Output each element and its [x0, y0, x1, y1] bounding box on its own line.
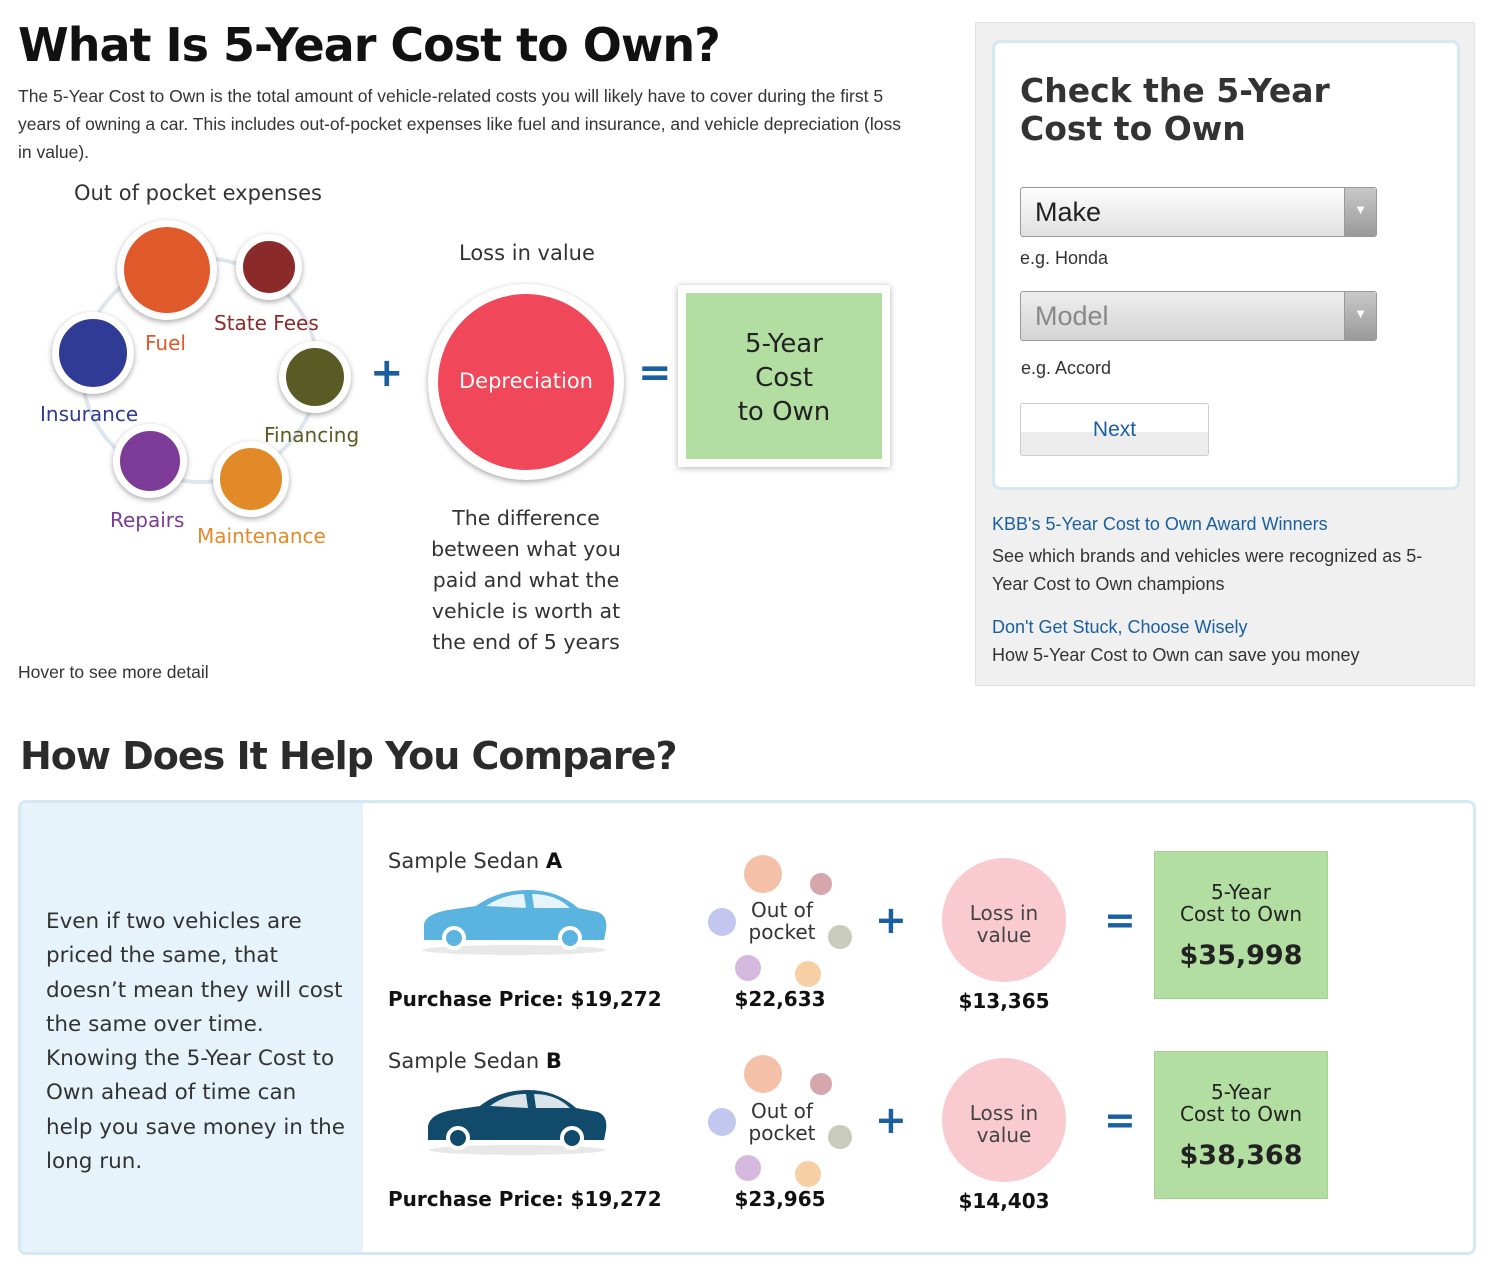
sedan-a-out-label: Out of pocket: [748, 898, 816, 944]
choose-wisely-link[interactable]: Don't Get Stuck, Choose Wisely: [992, 617, 1248, 637]
intro-description: The 5-Year Cost to Own is the total amou…: [18, 86, 901, 162]
depreciation-circle[interactable]: [428, 284, 624, 480]
sedan-a-plus: +: [875, 898, 907, 942]
sedan-a-bubble-2: [810, 873, 832, 895]
sedan-b-bubble-1: [744, 1055, 782, 1093]
sedan-a-letter: A: [545, 849, 563, 873]
sedan-a-loss-label: Loss in value: [969, 901, 1039, 947]
sedan-b-loss-label: Loss in value: [969, 1101, 1039, 1147]
insurance-circle[interactable]: [52, 312, 134, 394]
out-of-pocket-heading: Out of pocket expenses: [74, 181, 322, 205]
sedan-b-bubble-5: [735, 1155, 761, 1181]
sedan-b-out-label: Out of pocket: [748, 1099, 816, 1145]
make-select[interactable]: Make ▼: [1020, 187, 1377, 237]
compare-left-panel: [21, 803, 363, 1252]
sedan-b-loss-circle: [942, 1058, 1066, 1182]
sedan-a-price: Purchase Price: $19,272: [388, 987, 662, 1011]
sedan-b-name-text: Sample Sedan: [388, 1049, 546, 1073]
model-select[interactable]: Model ▼: [1020, 291, 1377, 341]
insurance-label: Insurance: [40, 402, 139, 426]
financing-circle[interactable]: [279, 341, 351, 413]
state-fees-circle[interactable]: [236, 234, 302, 300]
cost-check-card: [992, 40, 1460, 490]
sedan-a-bubble-3: [828, 925, 852, 949]
sedan-b-letter: B: [545, 1049, 562, 1073]
sedan-b-bubble-6: [708, 1108, 736, 1136]
sedan-a-loss-value: $13,365: [958, 989, 1050, 1013]
sedan-a-name-text: Sample Sedan: [388, 849, 546, 873]
state-fees-label: State Fees: [214, 311, 319, 335]
sedan-b-out-value: $23,965: [734, 1187, 826, 1211]
sedan-a-result-label: 5-Year Cost to Own: [1179, 880, 1303, 926]
sedan-a-bubble-1: [744, 855, 782, 893]
depreciation-label: Depreciation: [459, 369, 593, 393]
sedan-b-result-label: 5-Year Cost to Own: [1179, 1080, 1303, 1126]
sedan-a-name: Sample Sedan A: [388, 849, 562, 873]
sedan-a-equals: =: [1104, 898, 1136, 942]
sedan-b-price: Purchase Price: $19,272: [388, 1187, 662, 1211]
next-button[interactable]: Next: [1020, 403, 1209, 456]
plus-sign: +: [370, 350, 404, 396]
loss-in-value-heading: Loss in value: [459, 241, 595, 265]
equals-sign: =: [638, 350, 672, 396]
sedan-b-loss-value: $14,403: [958, 1189, 1050, 1213]
compare-title: How Does It Help You Compare?: [20, 734, 677, 778]
sedan-a-bubble-6: [708, 908, 736, 936]
award-winners-link[interactable]: KBB's 5-Year Cost to Own Award Winners: [992, 514, 1328, 534]
chevron-down-icon: ▼: [1344, 292, 1376, 340]
sedan-b-plus: +: [875, 1098, 907, 1142]
sedan-b-bubble-4: [795, 1161, 821, 1187]
sedan-b-name: Sample Sedan B: [388, 1049, 562, 1073]
sedan-b-car-icon: [428, 1090, 607, 1155]
sedan-b-result-box: [1154, 1051, 1328, 1199]
award-winners-desc: See which brands and vehicles were recog…: [992, 546, 1423, 594]
financing-label: Financing: [264, 423, 360, 447]
maintenance-circle[interactable]: [213, 441, 289, 517]
choose-wisely-desc: How 5-Year Cost to Own can save you mone…: [992, 645, 1360, 665]
fuel-label: Fuel: [145, 331, 186, 355]
sedan-a-loss-circle: [942, 858, 1066, 982]
sedan-b-equals: =: [1104, 1098, 1136, 1142]
chevron-down-icon: ▼: [1344, 188, 1376, 236]
repairs-label: Repairs: [110, 508, 185, 532]
fuel-circle[interactable]: [117, 220, 217, 320]
depreciation-note: The difference between what you paid and…: [431, 506, 621, 654]
sedan-a-car-icon: [422, 890, 607, 955]
model-hint: e.g. Accord: [1021, 358, 1112, 378]
model-select-value: Model: [1035, 301, 1109, 331]
sedan-b-total: $38,368: [1179, 1140, 1303, 1171]
cost-check-title: Check the 5-Year Cost to Own: [1020, 71, 1330, 148]
sedan-b-bubble-2: [810, 1073, 832, 1095]
sedan-a-total: $35,998: [1179, 940, 1303, 971]
make-hint: e.g. Honda: [1020, 248, 1109, 268]
maintenance-label: Maintenance: [197, 524, 326, 548]
sedan-a-bubble-5: [735, 955, 761, 981]
compare-left-text: Even if two vehicles are priced the same…: [46, 909, 346, 1175]
repairs-circle[interactable]: [113, 424, 187, 498]
sedan-a-bubble-4: [795, 961, 821, 987]
sedan-a-result-box: [1154, 851, 1328, 999]
hover-hint: Hover to see more detail: [18, 662, 209, 682]
sedan-b-bubble-3: [828, 1125, 852, 1149]
result-box: 5-Year Cost to Own: [678, 285, 890, 467]
sedan-a-out-value: $22,633: [734, 987, 826, 1011]
make-select-value: Make: [1035, 197, 1102, 227]
page-title: What Is 5-Year Cost to Own?: [18, 18, 721, 72]
